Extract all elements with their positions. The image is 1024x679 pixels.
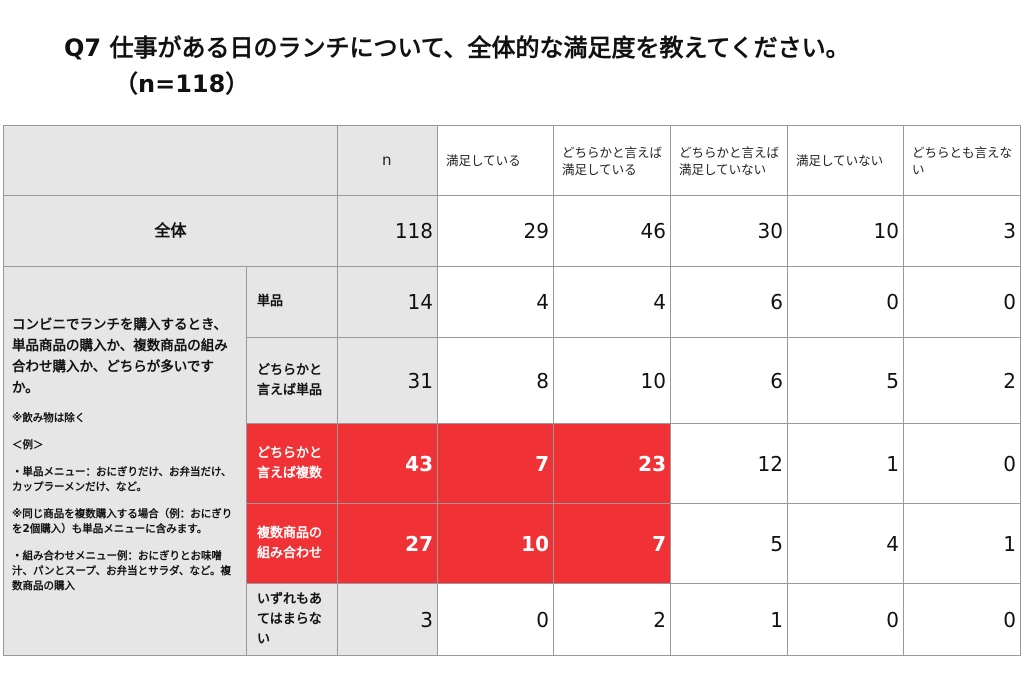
value-cell: 12 — [670, 423, 788, 504]
row-label: 複数商品の組み合わせ — [246, 503, 338, 584]
value-cell: 30 — [670, 195, 788, 267]
title: Q7 仕事がある日のランチについて、全体的な満足度を教えてください。 — [64, 34, 850, 62]
value-cell: 1 — [903, 503, 1021, 584]
row-label: どちらかと言えば単品 — [246, 337, 338, 424]
value-cell: 31 — [337, 337, 438, 424]
value-cell: 0 — [787, 266, 904, 338]
value-cell: 7 — [553, 503, 671, 584]
row-label: いずれもあてはまらない — [246, 583, 338, 656]
value-cell: 1 — [670, 583, 788, 656]
table-row: どちらかと言えば単品 31 8 10 6 5 2 — [4, 337, 1021, 424]
value-cell: 0 — [903, 583, 1021, 656]
value-cell: 4 — [553, 266, 671, 338]
table-row: コンビニでランチを購入するとき、単品商品の購入か、複数商品の組み合わせ購入か、ど… — [3, 266, 1021, 656]
value-cell: 10 — [553, 337, 671, 424]
value-cell: 5 — [787, 337, 904, 424]
value-cell: 3 — [903, 195, 1021, 267]
value-cell: 27 — [337, 503, 438, 584]
group-text: ・単品メニュー：おにぎりだけ、お弁当だけ、カップラーメンだけ、など。 — [12, 466, 232, 493]
table: n 満足している どちらかと言えば満足している どちらかと言えば満足していない 満足して… — [3, 125, 1021, 656]
table-row: どちらかと言えば複数 43 7 23 12 1 0 — [4, 423, 1021, 504]
row-label: 単品 — [246, 266, 338, 338]
column-header: n — [337, 125, 438, 196]
table-row: n 満足している どちらかと言えば満足している どちらかと言えば満足していない 満足して… — [3, 125, 1021, 196]
value-cell: 6 — [670, 337, 788, 424]
column-header: 満足していない — [787, 125, 904, 196]
column-header: どちらかと言えば満足していない — [670, 125, 788, 196]
subtitle: （n=118） — [114, 70, 250, 98]
value-cell: 2 — [903, 337, 1021, 424]
column-header: どちらかと言えば満足している — [553, 125, 671, 196]
value-cell: 4 — [437, 266, 554, 338]
group-text: ・組み合わせメニュー例：おにぎりとお味噌汁、パンとスープ、お弁当とサラダ、など。… — [12, 550, 232, 592]
value-cell: 0 — [903, 423, 1021, 504]
row-label: どちらかと言えば複数 — [246, 423, 338, 504]
value-cell: 46 — [553, 195, 671, 267]
table-row: 複数商品の組み合わせ 27 10 7 5 4 1 — [4, 503, 1021, 584]
value-cell: 4 — [787, 503, 904, 584]
value-cell: 118 — [337, 195, 438, 267]
value-cell: 5 — [670, 503, 788, 584]
group-text: ＜例＞ — [12, 439, 44, 451]
column-header: 満足している — [437, 125, 554, 196]
value-cell: 3 — [337, 583, 438, 656]
value-cell: 29 — [437, 195, 554, 267]
group-label: コンビニでランチを購入するとき、単品商品の購入か、複数商品の組み合わせ購入か、ど… — [3, 266, 247, 656]
value-cell: 10 — [437, 503, 554, 584]
value-cell: 10 — [787, 195, 904, 267]
group-text: コンビニでランチを購入するとき、単品商品の購入か、複数商品の組み合わせ購入か、ど… — [12, 317, 228, 396]
table-row: 全体 118 29 46 30 10 3 — [3, 195, 1021, 267]
corner-cell — [3, 125, 338, 196]
column-header: どちらとも言えない — [903, 125, 1021, 196]
row-label: 全体 — [3, 195, 338, 267]
group-text: ※飲み物は除く — [12, 412, 86, 424]
value-cell: 8 — [437, 337, 554, 424]
value-cell: 1 — [787, 423, 904, 504]
group-text: ※同じ商品を複数購入する場合（例：おにぎりを2個購入）も単品メニューに含みます。 — [12, 508, 233, 535]
table-row: いずれもあてはまらない 3 0 2 1 0 0 — [4, 583, 1021, 656]
value-cell: 0 — [437, 583, 554, 656]
value-cell: 14 — [337, 266, 438, 338]
value-cell: 0 — [903, 266, 1021, 338]
value-cell: 2 — [553, 583, 671, 656]
value-cell: 7 — [437, 423, 554, 504]
value-cell: 23 — [553, 423, 671, 504]
value-cell: 0 — [787, 583, 904, 656]
value-cell: 6 — [670, 266, 788, 338]
value-cell: 43 — [337, 423, 438, 504]
